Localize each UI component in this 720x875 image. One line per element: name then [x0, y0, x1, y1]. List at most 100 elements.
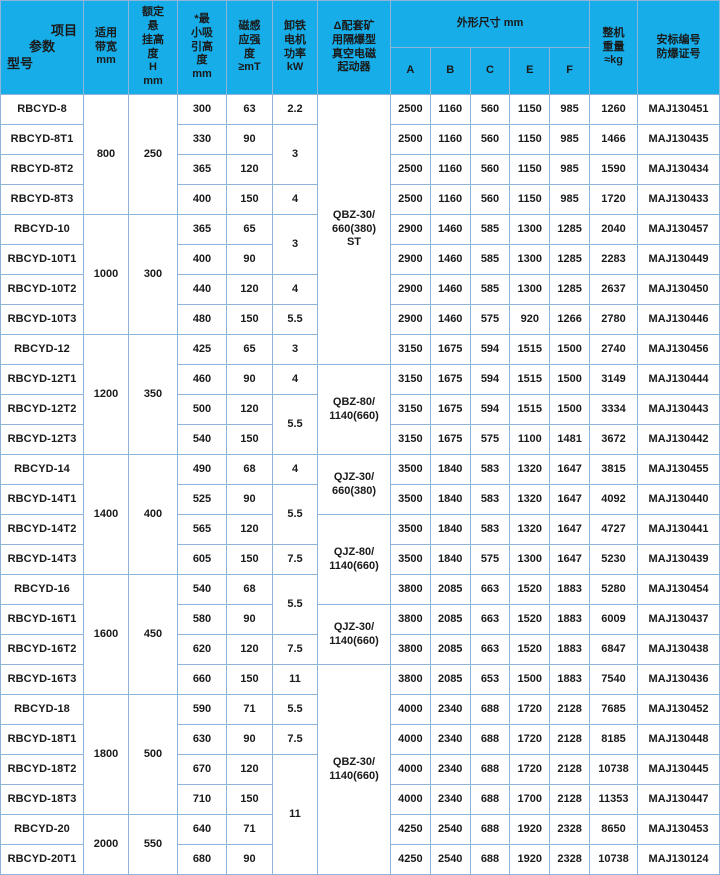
cell-total-weight: 11353 — [589, 784, 638, 815]
cell-flux-density: 150 — [226, 664, 273, 695]
cell-total-weight: 5230 — [589, 544, 638, 575]
table-body: RBCYD-8 800 250 300 63 2.2 QBZ-30/660(380) ST 25… — [0, 94, 720, 875]
header-corner-parameter-model: 项目 参数 型号 — [0, 0, 84, 95]
cell-belt-width: 1800 — [83, 694, 129, 815]
cell-dim-b: 2540 — [429, 844, 471, 875]
cell-dim-f: 2128 — [549, 724, 590, 755]
cell-dim-c: 560 — [469, 124, 511, 155]
cell-hang-height: 350 — [128, 334, 178, 455]
cell-dim-c: 575 — [469, 424, 511, 455]
cell-motor-power: 4 — [272, 454, 318, 485]
cell-dim-e: 1515 — [509, 364, 551, 395]
header-flux-density: 磁感 应强度 ≥mT — [226, 0, 273, 95]
cell-dim-f: 2328 — [549, 814, 590, 845]
cell-dim-a: 2900 — [390, 244, 431, 275]
corner-label-parameter: 参数 — [28, 39, 55, 55]
cell-dim-a: 2500 — [390, 154, 431, 185]
cell-dim-c: 583 — [469, 454, 511, 485]
cell-dim-e: 1700 — [509, 784, 551, 815]
cell-total-weight: 10738 — [589, 844, 638, 875]
cell-dim-f: 1647 — [549, 484, 590, 515]
cell-min-attract-height: 680 — [177, 844, 227, 875]
cell-certificate-number: MAJ130453 — [637, 814, 720, 845]
cell-dim-e: 1500 — [509, 664, 551, 695]
table-row: RBCYD-16T1 580 90 QJZ-30/1140(660) 3800 2085 6… — [0, 604, 720, 665]
cell-dim-e: 1515 — [509, 334, 551, 365]
cell-hang-height: 250 — [128, 94, 178, 215]
table-row: RBCYD-8T3 400 150 4 2500 1160 560 1150 985 1720 MA… — [0, 184, 720, 215]
cell-model: RBCYD-18 — [0, 694, 84, 725]
cell-motor-power: 3 — [272, 124, 318, 185]
cell-dim-b: 1460 — [429, 304, 471, 335]
cell-motor-power: 11 — [272, 754, 318, 875]
cell-flux-density: 120 — [226, 634, 273, 665]
cell-dim-e: 1920 — [509, 814, 551, 845]
cell-model: RBCYD-20T1 — [0, 844, 84, 875]
cell-min-attract-height: 710 — [177, 784, 227, 815]
cell-dim-c: 594 — [469, 364, 511, 395]
cell-model: RBCYD-12T1 — [0, 364, 84, 395]
cell-dim-f: 2328 — [549, 844, 590, 875]
cell-min-attract-height: 540 — [177, 424, 227, 455]
cell-dim-a: 2500 — [390, 124, 431, 155]
table-row: RBCYD-12T3 540 150 3150 1675 575 1100 1481 3672 M… — [0, 424, 720, 455]
table-row: RBCYD-18 1800 500 590 71 5.5 4000 2340 688 1720 21… — [0, 694, 720, 815]
corner-label-model: 型号 — [7, 55, 34, 71]
cell-dim-e: 1720 — [509, 754, 551, 785]
cell-dim-f: 1500 — [549, 394, 590, 425]
cell-starter: QBZ-30/660(380) ST — [317, 94, 391, 365]
cell-model: RBCYD-18T3 — [0, 784, 84, 815]
cell-motor-power: 7.5 — [272, 634, 318, 665]
cell-motor-power: 4 — [272, 184, 318, 215]
cell-belt-width: 1200 — [83, 334, 129, 455]
cell-dim-f: 1647 — [549, 544, 590, 575]
cell-hang-height: 550 — [128, 814, 178, 875]
cell-dim-b: 2085 — [429, 574, 471, 605]
cell-dim-f: 985 — [549, 184, 590, 215]
cell-motor-power: 5.5 — [272, 694, 318, 725]
cell-motor-power: 2.2 — [272, 94, 318, 125]
cell-dim-c: 575 — [469, 304, 511, 335]
cell-dim-a: 3150 — [390, 364, 431, 395]
cell-min-attract-height: 460 — [177, 364, 227, 395]
cell-certificate-number: MAJ130450 — [637, 274, 720, 305]
cell-total-weight: 8650 — [589, 814, 638, 845]
cell-dim-a: 4250 — [390, 844, 431, 875]
table-row: RBCYD-16T2 620 120 7.5 3800 2085 663 1520 1883 68… — [0, 634, 720, 665]
cell-dim-e: 1320 — [509, 484, 551, 515]
header-dim-c: C — [469, 47, 511, 95]
cell-flux-density: 65 — [226, 214, 273, 245]
cell-flux-density: 120 — [226, 514, 273, 545]
cell-motor-power: 5.5 — [272, 304, 318, 335]
cell-flux-density: 90 — [226, 844, 273, 875]
cell-dim-a: 4000 — [390, 694, 431, 725]
cell-flux-density: 71 — [226, 814, 273, 845]
cell-flux-density: 71 — [226, 694, 273, 725]
cell-motor-power: 5.5 — [272, 394, 318, 455]
cell-dim-b: 1160 — [429, 124, 471, 155]
cell-dim-e: 1150 — [509, 184, 551, 215]
table-row: RBCYD-14T3 605 150 7.5 3500 1840 575 1300 1647 52… — [0, 544, 720, 575]
cell-belt-width: 2000 — [83, 814, 129, 875]
cell-min-attract-height: 330 — [177, 124, 227, 155]
cell-dim-c: 585 — [469, 214, 511, 245]
cell-certificate-number: MAJ130456 — [637, 334, 720, 365]
header-total-weight: 整机 重量 ≈kg — [589, 0, 638, 95]
table-row: RBCYD-10 1000 300 365 65 3 2900 1460 585 1300 1285… — [0, 214, 720, 335]
cell-dim-a: 2500 — [390, 184, 431, 215]
cell-model: RBCYD-16T3 — [0, 664, 84, 695]
cell-flux-density: 90 — [226, 484, 273, 515]
cell-model: RBCYD-16 — [0, 574, 84, 605]
cell-dim-f: 1647 — [549, 454, 590, 485]
table-row: RBCYD-8T2 365 120 2500 1160 560 1150 985 1590 MAJ… — [0, 154, 720, 185]
cell-dim-e: 1320 — [509, 454, 551, 485]
cell-min-attract-height: 440 — [177, 274, 227, 305]
cell-certificate-number: MAJ130448 — [637, 724, 720, 755]
cell-dim-b: 1840 — [429, 544, 471, 575]
cell-dim-b: 1675 — [429, 364, 471, 395]
cell-total-weight: 3149 — [589, 364, 638, 395]
cell-total-weight: 1720 — [589, 184, 638, 215]
cell-dim-c: 594 — [469, 394, 511, 425]
